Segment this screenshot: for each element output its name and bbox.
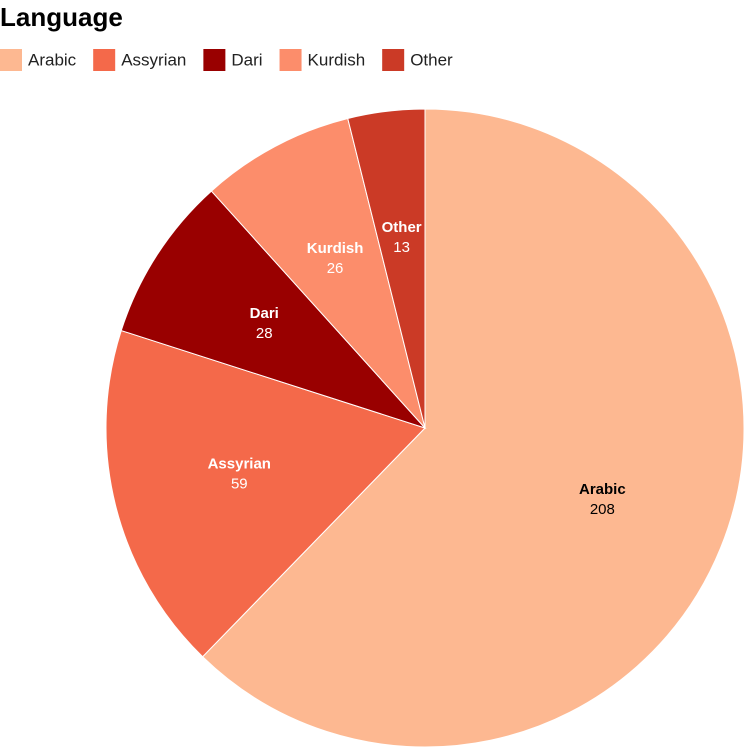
legend-swatch: [203, 49, 226, 71]
slice-label: Assyrian: [208, 455, 271, 472]
slice-label: Kurdish: [307, 240, 364, 257]
pie-slice: [201, 108, 745, 748]
pie-slice: [105, 329, 426, 658]
legend-label: Other: [410, 50, 453, 69]
slice-value: 13: [393, 239, 410, 256]
slice-value: 208: [590, 501, 615, 518]
legend-label: Kurdish: [308, 50, 366, 69]
slice-label: Other: [382, 219, 422, 236]
slice-value: 28: [256, 325, 273, 342]
pie-slice: [120, 190, 427, 430]
legend-swatch: [382, 49, 405, 71]
legend-label: Arabic: [28, 50, 77, 69]
legend-label: Assyrian: [121, 50, 186, 69]
slice-value: 26: [327, 260, 344, 277]
slice-value: 59: [231, 475, 248, 492]
legend-swatch: [279, 49, 302, 71]
legend-swatch: [93, 49, 116, 71]
legend-swatch: [0, 49, 22, 71]
legend-label: Dari: [231, 50, 262, 69]
chart-title: Language: [0, 2, 123, 32]
pie-slice: [210, 117, 426, 429]
slice-label: Arabic: [579, 481, 626, 498]
slice-label: Dari: [250, 305, 279, 322]
pie-slice: [347, 108, 426, 429]
